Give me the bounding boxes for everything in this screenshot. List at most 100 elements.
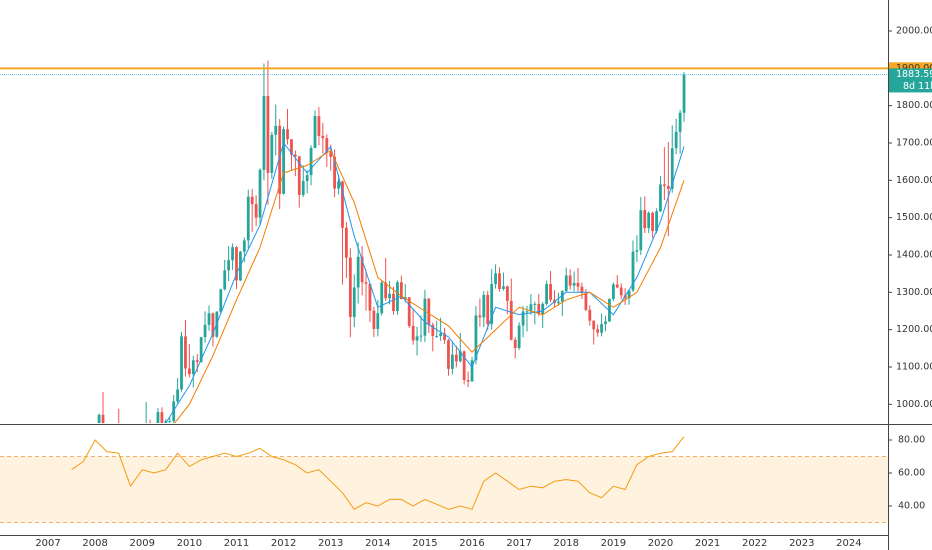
- candle-body: [227, 260, 231, 271]
- candle-body: [419, 335, 423, 337]
- candle-body: [156, 412, 160, 423]
- candle-body: [250, 196, 254, 205]
- candle-body: [207, 313, 211, 325]
- candle-body: [101, 414, 105, 423]
- candle-body: [486, 294, 490, 325]
- y-tick-label: 80.00: [898, 435, 925, 446]
- candle-body: [176, 389, 179, 402]
- rsi-band: [0, 456, 888, 523]
- candle-body: [305, 175, 309, 182]
- candle-body: [619, 287, 623, 296]
- candle-body: [611, 284, 615, 300]
- x-tick-label: 2016: [459, 538, 484, 549]
- candle-body: [643, 210, 647, 229]
- x-tick-label: 2019: [601, 538, 626, 549]
- candle-body: [670, 148, 674, 189]
- rsi-line: [71, 436, 685, 510]
- candle-body: [556, 301, 560, 304]
- y-tick-label: 1700.000: [896, 137, 932, 148]
- candle-body: [309, 147, 313, 176]
- last-price-label: 1883.594: [896, 69, 932, 80]
- candle-body: [380, 282, 384, 314]
- candle-body: [521, 311, 525, 326]
- candle-body: [529, 304, 533, 312]
- candle-body: [337, 181, 340, 189]
- candle-body: [325, 138, 329, 153]
- candle-body: [242, 240, 246, 252]
- candle-body: [584, 293, 588, 310]
- candle-body: [631, 251, 635, 291]
- candle-body: [415, 336, 419, 341]
- candle-body: [549, 284, 552, 300]
- x-tick-label: 2013: [318, 538, 343, 549]
- candle-body: [580, 286, 584, 294]
- candle-body: [655, 211, 658, 232]
- candle-body: [678, 112, 682, 132]
- y-tick-label: 1100.000: [896, 361, 932, 372]
- candle-body: [435, 336, 439, 338]
- x-tick-label: 2024: [836, 538, 861, 549]
- candle-body: [498, 273, 501, 289]
- candle-body: [344, 227, 348, 258]
- candle-body: [458, 351, 462, 362]
- x-tick-label: 2011: [224, 538, 249, 549]
- candle-body: [392, 293, 395, 311]
- candle-body: [674, 131, 678, 149]
- candle-body: [254, 204, 258, 218]
- x-tick-label: 2018: [554, 538, 579, 549]
- x-tick-label: 2021: [695, 538, 720, 549]
- candle-body: [505, 286, 509, 301]
- candle-body: [262, 95, 266, 170]
- candle-body: [266, 95, 270, 173]
- candle-body: [278, 125, 282, 194]
- candle-body: [329, 152, 333, 157]
- candle-body: [411, 325, 415, 341]
- candle-body: [219, 289, 223, 312]
- x-tick-label: 2008: [82, 538, 107, 549]
- candle-body: [647, 212, 651, 229]
- candles: [97, 60, 686, 423]
- candle-body: [187, 368, 191, 375]
- candle-body: [290, 139, 293, 155]
- candle-body: [282, 129, 285, 194]
- candle-body: [666, 185, 670, 189]
- candle-body: [560, 291, 564, 302]
- candle-body: [356, 256, 360, 288]
- candle-body: [608, 299, 611, 322]
- candle-body: [431, 324, 435, 337]
- candle-body: [352, 287, 356, 317]
- candle-body: [462, 351, 466, 381]
- candle-body: [482, 294, 486, 318]
- candle-body: [286, 129, 289, 140]
- x-tick-label: 2023: [789, 538, 814, 549]
- candle-body: [231, 247, 234, 261]
- candle-body: [588, 309, 592, 321]
- candle-body: [490, 284, 494, 325]
- x-tick-label: 2020: [648, 538, 673, 549]
- candle-body: [301, 181, 305, 195]
- candle-body: [364, 282, 368, 284]
- candle-body: [592, 320, 596, 330]
- candle-body: [502, 286, 505, 289]
- candle-body: [639, 210, 643, 251]
- candle-body: [384, 282, 388, 299]
- candle-body: [604, 321, 607, 325]
- y-tick-label: 1000.000: [896, 399, 932, 410]
- candle-body: [246, 196, 250, 241]
- candle-body: [533, 303, 537, 305]
- candle-body: [596, 329, 600, 333]
- y-tick-label: 2000.000: [896, 25, 932, 36]
- x-tick-label: 2010: [177, 538, 202, 549]
- candle-body: [376, 313, 380, 329]
- x-tick-label: 2015: [412, 538, 437, 549]
- candle-body: [191, 360, 195, 375]
- candle-body: [537, 303, 541, 314]
- candle-body: [513, 339, 517, 348]
- y-tick-label: 1400.000: [896, 249, 932, 260]
- candle-body: [517, 325, 521, 348]
- candle-body: [360, 256, 364, 283]
- candle-body: [258, 169, 262, 218]
- countdown: 8d 11h: [903, 81, 932, 92]
- candle-body: [293, 154, 297, 157]
